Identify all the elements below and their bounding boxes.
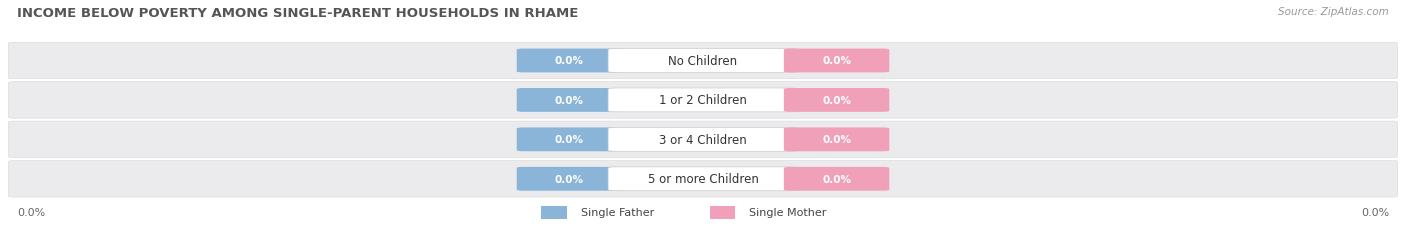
Text: Source: ZipAtlas.com: Source: ZipAtlas.com xyxy=(1278,7,1389,17)
FancyBboxPatch shape xyxy=(541,206,567,219)
FancyBboxPatch shape xyxy=(517,89,621,112)
Text: 0.0%: 0.0% xyxy=(823,174,851,184)
Text: 0.0%: 0.0% xyxy=(1361,207,1389,218)
Text: 0.0%: 0.0% xyxy=(823,56,851,66)
FancyBboxPatch shape xyxy=(517,128,621,152)
Text: Single Mother: Single Mother xyxy=(749,207,827,218)
Text: 0.0%: 0.0% xyxy=(555,95,583,106)
Text: INCOME BELOW POVERTY AMONG SINGLE-PARENT HOUSEHOLDS IN RHAME: INCOME BELOW POVERTY AMONG SINGLE-PARENT… xyxy=(17,7,578,20)
FancyBboxPatch shape xyxy=(785,167,889,191)
Text: 0.0%: 0.0% xyxy=(555,135,583,145)
Text: 0.0%: 0.0% xyxy=(823,95,851,106)
FancyBboxPatch shape xyxy=(517,49,621,73)
FancyBboxPatch shape xyxy=(609,167,799,191)
FancyBboxPatch shape xyxy=(8,161,1398,197)
Text: 0.0%: 0.0% xyxy=(823,135,851,145)
Text: 5 or more Children: 5 or more Children xyxy=(648,173,758,185)
FancyBboxPatch shape xyxy=(785,128,889,152)
Text: 1 or 2 Children: 1 or 2 Children xyxy=(659,94,747,107)
Text: 0.0%: 0.0% xyxy=(17,207,45,218)
Text: Single Father: Single Father xyxy=(581,207,654,218)
FancyBboxPatch shape xyxy=(710,206,735,219)
FancyBboxPatch shape xyxy=(609,89,799,112)
Text: 0.0%: 0.0% xyxy=(555,174,583,184)
FancyBboxPatch shape xyxy=(8,82,1398,119)
Text: 3 or 4 Children: 3 or 4 Children xyxy=(659,133,747,146)
FancyBboxPatch shape xyxy=(785,89,889,112)
FancyBboxPatch shape xyxy=(517,167,621,191)
Text: No Children: No Children xyxy=(668,55,738,68)
FancyBboxPatch shape xyxy=(8,43,1398,79)
Text: 0.0%: 0.0% xyxy=(555,56,583,66)
FancyBboxPatch shape xyxy=(609,128,799,152)
FancyBboxPatch shape xyxy=(609,49,799,73)
FancyBboxPatch shape xyxy=(8,122,1398,158)
FancyBboxPatch shape xyxy=(785,49,889,73)
